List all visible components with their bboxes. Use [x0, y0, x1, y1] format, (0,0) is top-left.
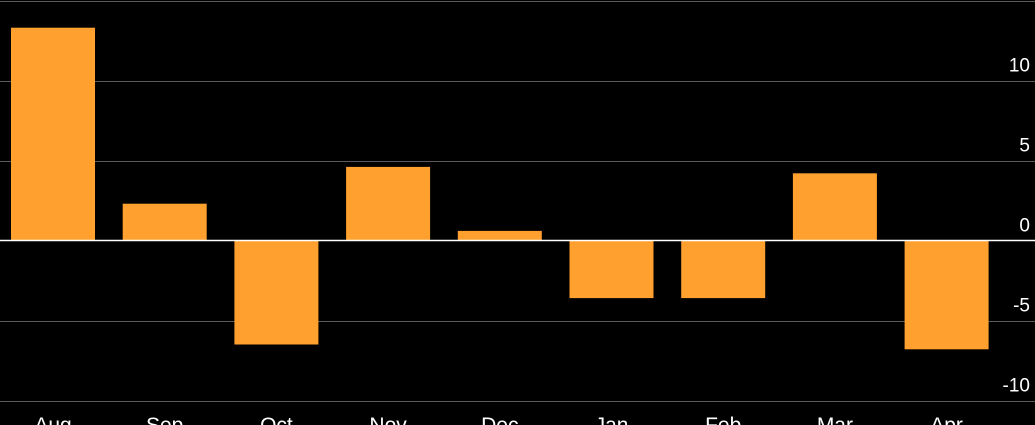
bar-mar: [792, 173, 877, 241]
bar-dec: [457, 230, 542, 241]
y-tick-label: 10: [1009, 56, 1030, 77]
y-tick-label: -10: [1003, 376, 1030, 397]
y-tick-label: 5: [1019, 136, 1030, 157]
x-tick-label: Sep: [146, 414, 183, 425]
bar-nov: [346, 166, 431, 241]
bar-feb: [681, 240, 766, 299]
bar-sep: [122, 203, 207, 241]
bar-apr: [904, 240, 989, 350]
x-tick-label: Mar: [817, 414, 853, 425]
y-tick-labels: 10 5 0 -5 -10: [1003, 56, 1030, 397]
x-tick-label: Nov: [369, 414, 407, 425]
bar-oct: [234, 240, 319, 345]
y-tick-label: 0: [1019, 216, 1030, 237]
bar-aug: [11, 27, 95, 241]
grid-lines: [0, 1, 1035, 402]
bar-jan: [569, 240, 654, 299]
x-tick-label: Feb: [705, 414, 741, 425]
x-tick-label: Dec: [481, 414, 518, 425]
x-tick-labels: Aug Sep Oct Nov Dec Jan Feb Mar Apr: [34, 414, 963, 425]
y-tick-label: -5: [1013, 296, 1030, 317]
bars: [11, 27, 989, 350]
x-tick-label: Oct: [260, 414, 293, 425]
x-tick-label: Apr: [930, 414, 963, 425]
x-tick-label: Jan: [595, 414, 629, 425]
x-tick-label: Aug: [34, 414, 71, 425]
